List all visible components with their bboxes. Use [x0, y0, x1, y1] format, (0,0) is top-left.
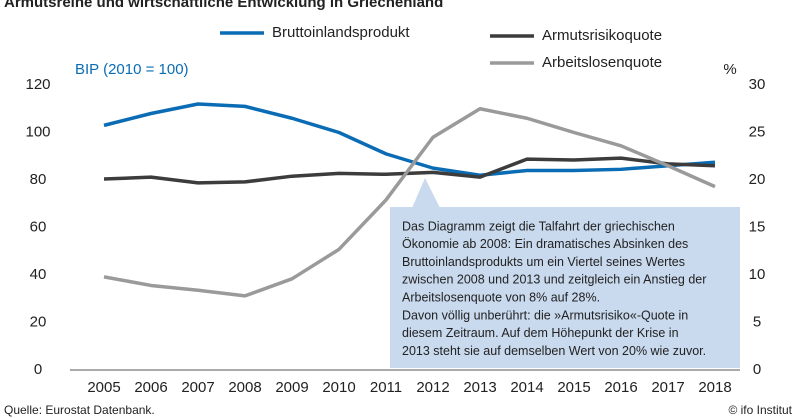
- x-tick-label: 2017: [651, 379, 684, 396]
- annotation-line: diesem Zeitraum. Auf dem Höhepunkt der K…: [402, 326, 679, 340]
- legend-label: Arbeitslosenquote: [542, 54, 662, 71]
- x-tick-label: 2008: [228, 379, 261, 396]
- legend-label: Armutsrisikoquote: [542, 27, 662, 44]
- annotation-line: Arbeitslosenquote von 8% auf 28%.: [402, 290, 600, 304]
- y2-tick-label: 10: [749, 266, 766, 283]
- y-tick-label: 80: [30, 171, 47, 188]
- annotation-line: zwischen 2008 und 2013 und zeitgleich ei…: [402, 273, 706, 287]
- x-tick-label: 2016: [604, 379, 637, 396]
- x-tick-label: 2012: [416, 379, 449, 396]
- x-tick-label: 2006: [134, 379, 167, 396]
- x-tick-label: 2018: [698, 379, 731, 396]
- x-tick-label: 2013: [463, 379, 496, 396]
- legend-label: Bruttoinlandsprodukt: [272, 24, 410, 41]
- y-axis-label: BIP (2010 = 100): [75, 61, 189, 78]
- annotation-pointer: [412, 178, 440, 208]
- chart-title: Armutsreihe und wirtschaftliche Entwickl…: [4, 0, 443, 11]
- annotation-line: Das Diagramm zeigt die Talfahrt der grie…: [402, 219, 675, 233]
- y2-axis-label: %: [723, 61, 736, 78]
- x-tick-label: 2014: [510, 379, 543, 396]
- series-line: [103, 156, 716, 185]
- y2-tick-label: 0: [753, 361, 761, 378]
- y2-tick-label: 30: [749, 76, 766, 93]
- x-tick-label: 2009: [275, 379, 308, 396]
- y2-tick-label: 25: [749, 123, 766, 140]
- y-tick-label: 40: [30, 266, 47, 283]
- annotation-box: [390, 207, 740, 368]
- y2-tick-label: 5: [753, 313, 761, 330]
- y-tick-label: 100: [25, 123, 50, 140]
- x-tick-label: 2015: [557, 379, 590, 396]
- annotation-line: 2013 steht sie auf demselben Wert von 20…: [402, 344, 706, 358]
- series-line: [103, 107, 716, 298]
- annotation-line: Bruttoinlandsprodukts um ein Viertel sei…: [402, 255, 685, 269]
- y-tick-label: 20: [30, 313, 47, 330]
- x-tick-label: 2010: [322, 379, 355, 396]
- y-tick-label: 120: [25, 76, 50, 93]
- y-tick-label: 0: [34, 361, 42, 378]
- annotation-line: Davon völlig unberührt: die »Armutsrisik…: [402, 308, 688, 322]
- x-tick-label: 2007: [181, 379, 214, 396]
- y-tick-label: 60: [30, 218, 47, 235]
- credit: © ifo Institut: [728, 403, 792, 417]
- y2-tick-label: 20: [749, 171, 766, 188]
- y2-tick-label: 15: [749, 218, 766, 235]
- x-tick-label: 2011: [370, 379, 402, 396]
- annotation-line: Ökonomie ab 2008: Ein dramatisches Absin…: [402, 237, 688, 251]
- source: Quelle: Eurostat Datenbank.: [4, 403, 155, 417]
- x-tick-label: 2005: [87, 379, 120, 396]
- series-line: [103, 102, 716, 177]
